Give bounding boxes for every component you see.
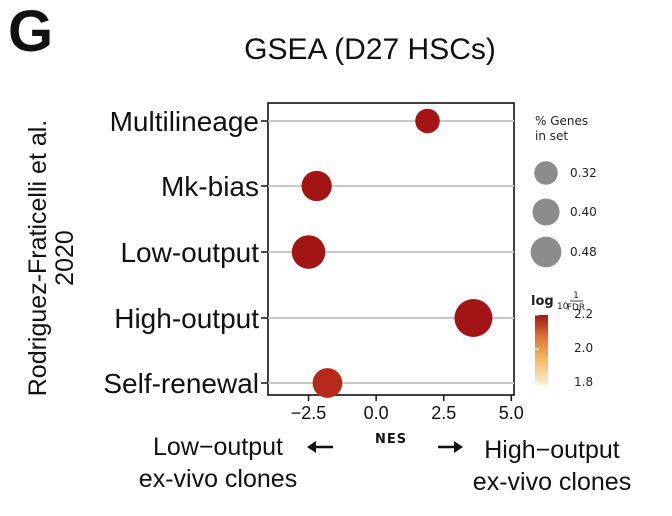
direction-annotations: Low−output ex-vivo clones High−output ex… (139, 433, 631, 496)
left-direction-line-2: ex-vivo clones (139, 465, 297, 493)
category-labels: Multilineage Mk-bias Low-output High-output… (103, 106, 268, 399)
data-points (291, 108, 493, 398)
plot-area (267, 102, 515, 398)
plot-box (267, 102, 515, 396)
panel-letter: G (8, 0, 54, 64)
data-point (312, 368, 343, 398)
color-legend-tick-label: 2.2 (574, 307, 593, 321)
color-legend-title-log: log (531, 294, 554, 309)
color-legend-fraction-num: 1 (573, 291, 579, 301)
data-point (454, 299, 493, 337)
left-arrow-icon (307, 441, 333, 453)
right-direction-line-2: ex-vivo clones (473, 468, 631, 496)
x-tick-label: 2.5 (431, 403, 456, 423)
color-legend-title-sub: 10 (557, 302, 569, 312)
x-tick-label: 5.0 (499, 403, 524, 423)
size-legend-circle (532, 198, 560, 226)
color-legend-ticks: 2.2 2.0 1.8 (535, 307, 593, 389)
size-legend-items: 0.32 0.40 0.48 (530, 161, 597, 268)
category-label: Mk-bias (161, 171, 259, 202)
x-axis-ticks: −2.5 0.0 2.5 5.0 (291, 395, 524, 423)
right-arrow-icon (438, 441, 463, 453)
category-label: Self-renewal (103, 368, 259, 399)
color-legend-bar (535, 315, 548, 385)
data-point (291, 235, 326, 269)
size-legend: % Genes in set 0.32 0.40 0.48 (530, 114, 597, 268)
data-point (415, 108, 440, 134)
color-legend-tick-label: 1.8 (574, 375, 593, 389)
right-direction-line-1: High−output (484, 436, 620, 464)
size-legend-circle (530, 236, 562, 268)
category-label: High-output (114, 303, 259, 334)
category-label: Multilineage (110, 106, 259, 137)
x-tick-label: −2.5 (291, 403, 327, 423)
x-axis-label: NES (375, 432, 407, 447)
left-direction-line-1: Low−output (153, 433, 283, 461)
size-legend-title-line-2: in set (535, 129, 568, 143)
size-legend-label: 0.40 (570, 205, 597, 219)
data-point (301, 170, 332, 202)
x-tick-label: 0.0 (364, 403, 389, 423)
color-legend-fraction-den: FDR (567, 303, 585, 313)
size-legend-label: 0.48 (570, 245, 597, 259)
size-legend-title-line-1: % Genes (535, 114, 588, 128)
color-legend-tick-label: 2.0 (574, 341, 593, 355)
chart-title: GSEA (D27 HSCs) (244, 33, 496, 66)
category-label: Low-output (120, 237, 259, 268)
size-legend-circle (534, 161, 558, 185)
color-legend: log 10 1 FDR 2.2 2.0 1.8 (531, 291, 593, 389)
size-legend-label: 0.32 (570, 166, 597, 180)
